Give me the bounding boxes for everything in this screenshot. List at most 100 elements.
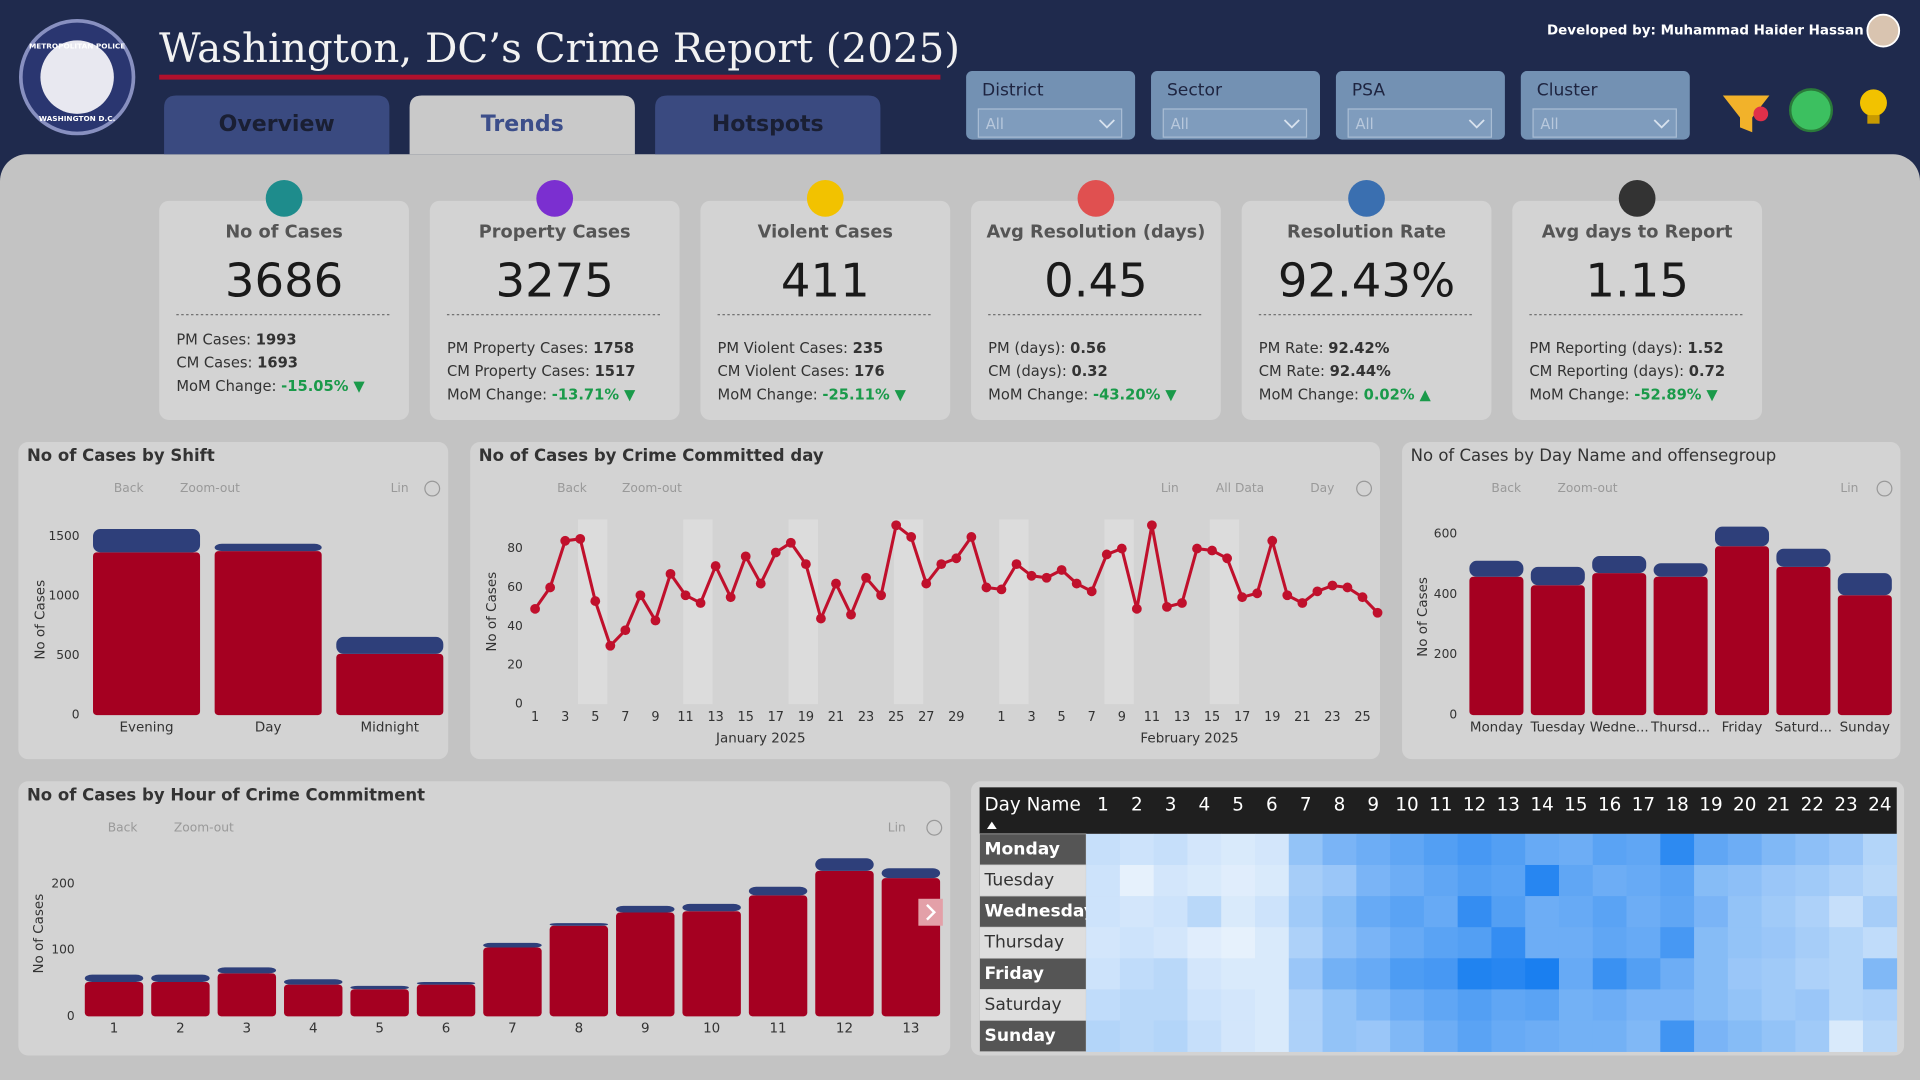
heatmap-cell (1626, 833, 1661, 866)
line-point (695, 598, 706, 608)
kpi-mom: MoM Change: -13.71% ▼ (447, 387, 636, 404)
filter[interactable]: PSA All (1335, 71, 1505, 140)
heatmap-cell (1727, 958, 1762, 990)
bar-segment (151, 974, 210, 982)
kpi-mom: MoM Change: -25.11% ▼ (718, 387, 907, 404)
stripe (683, 519, 713, 705)
heatmap-cell (1829, 833, 1864, 866)
toolbar-item[interactable]: Lin (1840, 481, 1858, 495)
chevron (1468, 119, 1485, 129)
y-axis-title: No of Cases (32, 894, 47, 974)
toolbar-item[interactable]: Day (1310, 481, 1334, 495)
heatmap-cell (1592, 927, 1627, 959)
scroll-arrow[interactable] (918, 898, 943, 926)
tab-bg (164, 95, 390, 155)
toolbar-item[interactable]: Back (108, 820, 139, 834)
x-tick-label: 13 (707, 710, 723, 725)
kpi-line: PM Violent Cases: 235 (718, 340, 884, 357)
toolbar-item[interactable]: All Data (1216, 481, 1264, 495)
tab[interactable]: Hotspots (655, 95, 881, 155)
chart-title: No of Cases by Crime Committed day (479, 446, 824, 465)
heatmap-cell (1255, 864, 1290, 897)
heatmap-cell (1862, 958, 1898, 990)
toolbar-item[interactable]: Lin (391, 481, 409, 495)
kpi-line: CM Rate: 92.44% (1259, 363, 1391, 380)
filter-label: District (982, 81, 1044, 101)
heatmap-cell (1356, 927, 1391, 959)
heatmap-cell (1221, 833, 1256, 866)
help-icon (1876, 480, 1893, 497)
x-tick-label: 1 (997, 710, 1005, 725)
tab[interactable]: Overview (164, 95, 390, 155)
filter[interactable]: District All (966, 71, 1136, 140)
toolbar-item[interactable]: Back (557, 481, 588, 495)
heatmap-cell (1558, 1020, 1594, 1052)
filter-value: All (1540, 116, 1558, 133)
heatmap-cell (1795, 989, 1830, 1021)
kpi-line-value: 1993 (256, 331, 297, 348)
bulb-icon[interactable] (1860, 89, 1887, 117)
kpi-mom-label: MoM Change: (988, 387, 1093, 404)
heatmap-cell (1255, 1020, 1290, 1052)
heatmap-cell (1727, 927, 1762, 959)
heatmap-cell (1795, 1020, 1830, 1052)
filter[interactable]: Sector All (1151, 71, 1320, 140)
line-point (665, 568, 676, 579)
x-tick-label: 12 (836, 1022, 853, 1037)
toolbar-item[interactable]: Lin (888, 820, 906, 834)
x-tick-label: 23 (1324, 710, 1340, 725)
line-point (906, 532, 917, 542)
heatmap-cell (1457, 833, 1492, 866)
x-tick-label: 17 (1234, 710, 1250, 725)
heatmap-cell (1423, 958, 1459, 990)
kpi-line-value: 176 (854, 363, 885, 380)
toolbar-item[interactable]: Zoom-out (174, 820, 234, 834)
kpi-icon (265, 180, 303, 217)
toolbar-item[interactable]: Zoom-out (622, 481, 682, 495)
heatmap-cell (1086, 927, 1121, 959)
heatmap-column: 14 (1530, 795, 1553, 816)
line-point (620, 625, 631, 636)
y-tick-label: 0 (1449, 708, 1457, 722)
x-tick-label: 21 (828, 710, 844, 725)
clear-filter-icon[interactable] (1722, 95, 1770, 133)
heatmap-cell (1829, 989, 1864, 1021)
filter-label: Sector (1167, 81, 1223, 101)
tab-label: Overview (219, 112, 335, 137)
filter[interactable]: Cluster All (1520, 71, 1690, 140)
toolbar-item[interactable]: Back (114, 481, 145, 495)
tab[interactable]: Trends (409, 95, 635, 155)
x-tick-label: 11 (677, 710, 693, 725)
heatmap-cell (1221, 958, 1256, 990)
heatmap-column: 22 (1801, 795, 1824, 816)
toolbar-item[interactable]: Lin (1161, 481, 1179, 495)
toolbar-item[interactable]: Back (1491, 481, 1522, 495)
heatmap-cell (1761, 958, 1796, 990)
x-tick-label: 11 (770, 1022, 787, 1037)
heatmap-cell (1694, 1020, 1729, 1052)
line-point (861, 572, 871, 583)
x-tick-label: 19 (798, 710, 814, 725)
toolbar-item[interactable]: Zoom-out (1558, 481, 1618, 495)
toolbar-item[interactable]: Zoom-out (180, 481, 240, 495)
reset-icon[interactable] (1788, 88, 1834, 133)
y-tick-label: 80 (507, 541, 523, 555)
tab-label: Trends (481, 112, 564, 137)
heatmap-cell (1390, 1020, 1425, 1052)
kpi-line-label: PM (days): (988, 340, 1070, 357)
line-point (1056, 565, 1067, 575)
filter-dropdown (1347, 108, 1493, 138)
kpi-line: CM Violent Cases: 176 (718, 363, 885, 380)
heatmap-column: 8 (1334, 795, 1346, 816)
bulb-base (1867, 115, 1880, 124)
bar-segment (549, 925, 609, 1017)
stripe (999, 519, 1029, 705)
filter-dropdown (977, 108, 1123, 138)
x-tick-label: 13 (902, 1022, 919, 1037)
kpi-line: PM Property Cases: 1758 (447, 340, 634, 357)
x-tick-label: 3 (243, 1022, 252, 1037)
line-point (1237, 592, 1248, 603)
y-axis-title: No of Cases (485, 572, 500, 652)
